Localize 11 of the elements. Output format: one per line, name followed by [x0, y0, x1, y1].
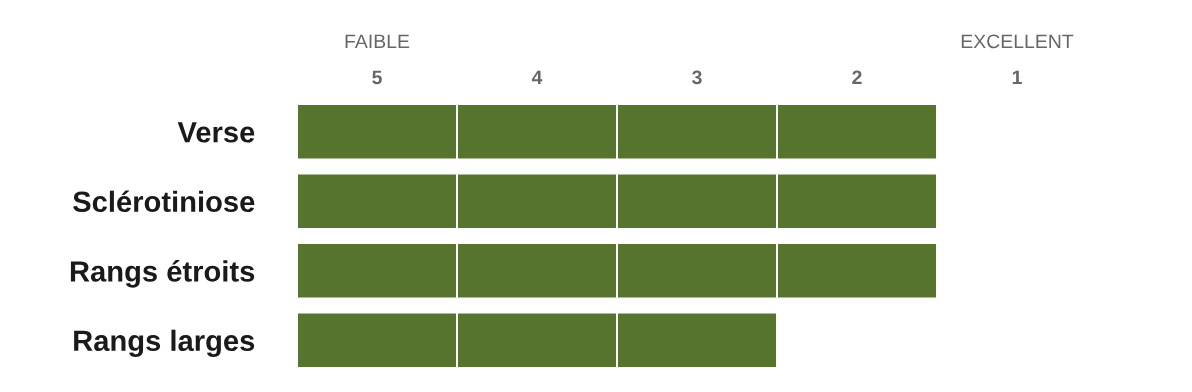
text: FAIBLE — [345, 34, 410, 49]
text: 1 — [1012, 70, 1022, 85]
text: 3 — [692, 70, 702, 85]
y-tick-label: Verse — [177, 122, 255, 143]
y-tick-label: Sclérotiniose — [73, 190, 255, 213]
text: 5 — [372, 70, 382, 85]
y-tick-label: Rangs larges — [74, 329, 255, 357]
text: 2 — [852, 70, 862, 85]
y-tick-label: Rangs étroits — [70, 260, 255, 288]
text: EXCELLENT — [961, 34, 1074, 49]
text: 4 — [531, 70, 543, 85]
